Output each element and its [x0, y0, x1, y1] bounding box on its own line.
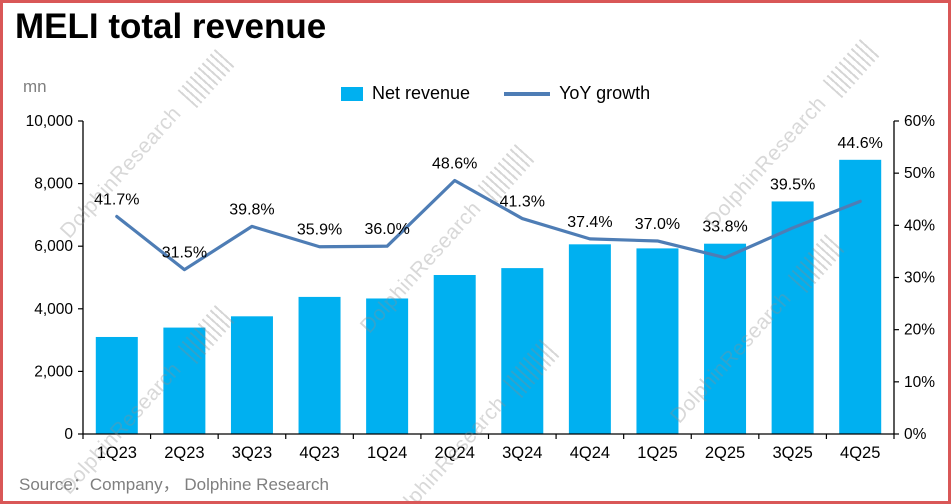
left-axis-tick-label: 0: [64, 426, 73, 443]
data-label-1Q24: 36.0%: [364, 221, 409, 238]
bar-4Q24: [568, 244, 611, 434]
bar-2Q24: [433, 274, 476, 434]
bar-1Q25: [636, 248, 679, 434]
x-axis-label-2Q23: 2Q23: [164, 444, 204, 462]
data-label-3Q24: 41.3%: [500, 194, 545, 211]
right-axis-tick-label: 10%: [904, 374, 935, 391]
right-axis-tick-label: 0%: [904, 426, 927, 443]
left-axis-tick-label: 8,000: [34, 176, 73, 193]
bar-2Q25: [704, 243, 747, 434]
yoy-growth-swatch-icon: [504, 91, 551, 96]
bar-3Q24: [501, 268, 544, 434]
data-label-2Q25: 33.8%: [702, 219, 747, 236]
yoy-growth-line: [115, 178, 862, 272]
legend: Net revenue YoY growth: [341, 83, 650, 104]
legend-item-yoy-growth: YoY growth: [504, 83, 650, 104]
right-axis-tick-label: 30%: [904, 270, 935, 287]
data-label-1Q23: 41.7%: [94, 191, 139, 208]
x-axis-label-4Q24: 4Q24: [570, 444, 610, 462]
x-axis-label-3Q24: 3Q24: [502, 444, 542, 462]
x-axis-label-1Q25: 1Q25: [637, 444, 677, 462]
data-label-2Q24: 48.6%: [432, 155, 477, 172]
revenue-chart: 0 2,000 4,000 6,000 8,000 10,000 0% 10% 20% 30% 40…: [26, 113, 936, 462]
bar-2Q23: [163, 327, 206, 434]
right-axis-tick-label: 40%: [904, 217, 935, 234]
page-title: MELI total revenue: [15, 7, 327, 46]
right-axis-tick-label: 50%: [904, 165, 935, 182]
legend-item-net-revenue: Net revenue: [341, 83, 470, 104]
data-label-2Q23: 31.5%: [162, 245, 207, 262]
bar-3Q23: [230, 316, 273, 434]
right-axis-tick-label: 60%: [904, 113, 935, 130]
net-revenue-swatch-icon: [341, 86, 363, 101]
left-axis-tick-label: 4,000: [34, 301, 73, 318]
legend-label-yoy-growth: YoY growth: [559, 83, 651, 103]
x-axis-label-2Q24: 2Q24: [435, 444, 475, 462]
right-axis-tick-label: 20%: [904, 322, 935, 339]
unit-label: mn: [23, 77, 47, 96]
x-axis-label-2Q25: 2Q25: [705, 444, 745, 462]
x-axis-label-4Q25: 4Q25: [840, 444, 880, 462]
legend-label-net-revenue: Net revenue: [372, 83, 471, 103]
x-axis-label-1Q23: 1Q23: [97, 444, 137, 462]
data-label-1Q25: 37.0%: [635, 216, 680, 233]
bar-1Q24: [366, 298, 409, 434]
data-label-3Q25: 39.5%: [770, 176, 815, 193]
x-axis-label-1Q24: 1Q24: [367, 444, 407, 462]
data-label-4Q25: 44.6%: [838, 135, 883, 152]
source-note: Source：Company， Dolphine Research: [19, 475, 329, 494]
left-axis-tick-label: 2,000: [34, 363, 73, 380]
left-axis-tick-label: 6,000: [34, 238, 73, 255]
bar-1Q23: [95, 336, 138, 434]
data-label-3Q23: 39.8%: [229, 201, 274, 218]
x-axis-label-3Q23: 3Q23: [232, 444, 272, 462]
x-axis-label-3Q25: 3Q25: [772, 444, 812, 462]
data-label-4Q24: 37.4%: [567, 214, 612, 231]
bar-3Q25: [771, 201, 814, 434]
x-axis-label-4Q23: 4Q23: [299, 444, 339, 462]
data-label-4Q23: 35.9%: [297, 222, 342, 239]
left-axis-tick-label: 10,000: [26, 113, 74, 130]
bar-4Q23: [298, 296, 341, 434]
